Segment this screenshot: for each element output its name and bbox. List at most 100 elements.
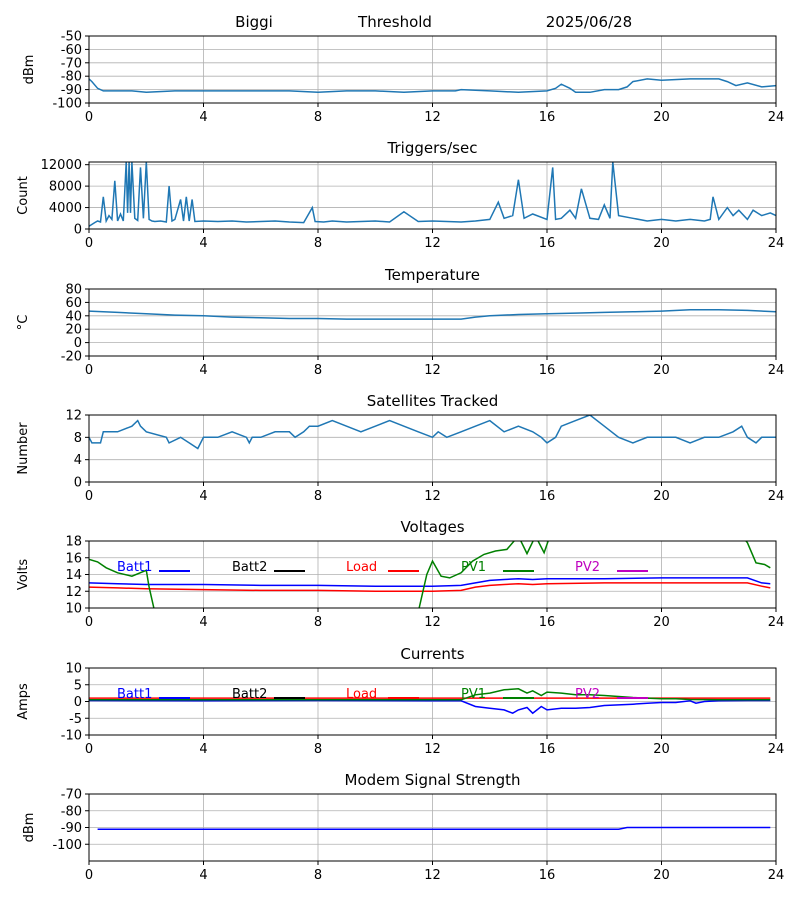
header-date: 2025/06/28	[546, 13, 632, 31]
series-line-threshold-0	[89, 78, 776, 94]
x-tick-label: 20	[653, 236, 670, 251]
header: Biggi Threshold 2025/06/28	[235, 13, 632, 31]
y-tick-label: -90	[61, 821, 82, 836]
x-tick-label: 8	[314, 742, 322, 757]
x-tick-label: 16	[539, 615, 556, 630]
x-tick-label: 20	[653, 489, 670, 504]
y-axis-label: Number	[16, 422, 31, 475]
chart-modem: 0 4 8 12 16 20 24 -70-80 -90 -100 Modem Signal Str…	[22, 771, 784, 883]
y-tick-label: -20	[61, 350, 82, 365]
x-tick-label: 4	[199, 110, 207, 125]
y-tick-label: 40	[65, 309, 82, 324]
x-tick-label: 8	[314, 489, 322, 504]
series-line-pv1-4	[744, 541, 771, 569]
y-tick-label: -60	[61, 43, 82, 58]
x-tick-label: 16	[539, 363, 556, 378]
y-tick-label: 12000	[41, 158, 82, 173]
x-tick-label: 4	[199, 489, 207, 504]
y-axis-label: °C	[16, 315, 31, 331]
y-tick-label: -80	[61, 804, 82, 819]
series-line-modem-0	[97, 826, 771, 830]
x-tick-label: 24	[768, 236, 785, 251]
series-line-pv1-2	[89, 558, 155, 608]
y-tick-label: 0	[74, 336, 82, 351]
chart-title: Modem Signal Strength	[345, 771, 521, 789]
x-tick-label: 12	[424, 110, 441, 125]
x-tick-label: 20	[653, 363, 670, 378]
legend-label-batt1: Batt1	[117, 560, 152, 575]
y-tick-label: 18	[65, 535, 82, 550]
x-tick-label: 4	[199, 615, 207, 630]
y-tick-label: 10	[65, 602, 82, 617]
y-tick-label: 5	[74, 678, 82, 693]
x-tick-label: 8	[314, 363, 322, 378]
y-tick-label: 0	[74, 695, 82, 710]
x-tick-label: 4	[199, 868, 207, 883]
chart-satellites: 0 4 8 12 16 20 24 0 4 8 12 Satellites Tracked Number	[16, 392, 784, 504]
x-tick-label: 20	[653, 868, 670, 883]
y-tick-label: 4	[74, 453, 82, 468]
x-tick-label: 16	[539, 489, 556, 504]
y-axis-label: Count	[16, 176, 31, 215]
series-line-pv1-3	[418, 541, 549, 608]
series-line-pv1-2	[89, 688, 771, 701]
series-line-satellites-0	[89, 415, 776, 450]
x-tick-label: 20	[653, 110, 670, 125]
y-axis-label: dBm	[22, 813, 37, 843]
y-axis-label: Volts	[16, 559, 31, 591]
y-tick-label: 80	[65, 283, 82, 298]
y-tick-label: 0	[74, 223, 82, 238]
x-tick-label: 16	[539, 110, 556, 125]
x-tick-label: 12	[424, 363, 441, 378]
x-tick-label: 4	[199, 742, 207, 757]
series-line-temperature-0	[89, 309, 776, 320]
y-tick-label: -5	[69, 712, 82, 727]
x-tick-label: 0	[85, 363, 93, 378]
y-tick-label: 8	[74, 431, 82, 446]
chart-threshold: 0 4 8 12 16 20 24 -50-60-70-80-90-100 dBm	[22, 30, 784, 126]
legend-label-pv2: PV2	[575, 687, 600, 702]
x-tick-label: 8	[314, 110, 322, 125]
x-tick-label: 12	[424, 236, 441, 251]
x-tick-label: 0	[85, 742, 93, 757]
y-tick-label: 12	[65, 409, 82, 424]
y-tick-label: 60	[65, 296, 82, 311]
y-tick-label: -10	[61, 729, 82, 744]
series-line-load-1	[89, 582, 771, 593]
x-tick-label: 24	[768, 615, 785, 630]
y-axis-label: Amps	[16, 683, 31, 720]
legend-label-batt2: Batt2	[232, 687, 267, 702]
series-line-batt1-0	[89, 577, 771, 587]
x-tick-label: 24	[768, 363, 785, 378]
x-tick-label: 12	[424, 742, 441, 757]
x-tick-label: 16	[539, 236, 556, 251]
x-tick-label: 12	[424, 489, 441, 504]
y-tick-label: 20	[65, 323, 82, 338]
legend-label-load: Load	[346, 560, 377, 575]
chart-title: Temperature	[384, 266, 480, 284]
y-tick-label: 14	[65, 568, 82, 583]
y-tick-label: -50	[61, 30, 82, 45]
header-mode: Threshold	[357, 13, 432, 31]
x-tick-label: 0	[85, 868, 93, 883]
chart-title: Currents	[400, 645, 464, 663]
y-tick-label: 4000	[49, 201, 82, 216]
chart-title: Satellites Tracked	[367, 392, 498, 410]
legend-label-batt2: Batt2	[232, 560, 267, 575]
y-tick-label: 12	[65, 585, 82, 600]
legend-label-pv2: PV2	[575, 560, 600, 575]
legend-label-load: Load	[346, 687, 377, 702]
x-tick-label: 0	[85, 489, 93, 504]
x-tick-label: 0	[85, 615, 93, 630]
x-tick-label: 24	[768, 868, 785, 883]
legend-label-pv1: PV1	[461, 560, 486, 575]
chart-triggers: 0 4 8 12 16 20 24 0 4000 8000 12000 Triggers/sec Cou…	[16, 139, 784, 251]
y-tick-label: 16	[65, 551, 82, 566]
y-tick-label: 10	[65, 662, 82, 677]
y-tick-label: -70	[61, 788, 82, 803]
y-axis-label: dBm	[22, 55, 37, 85]
